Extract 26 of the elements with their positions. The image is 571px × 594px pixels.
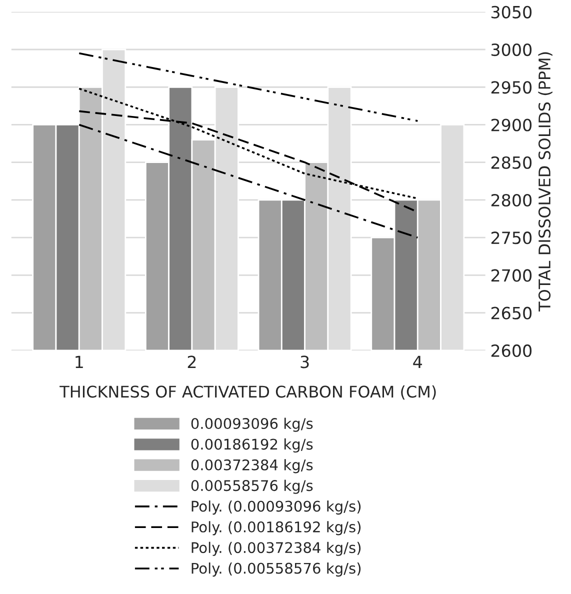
y-tick-label: 2900: [491, 118, 532, 132]
legend-label: 0.00372384 kg/s: [191, 459, 313, 474]
y-tick-label: 2750: [491, 232, 532, 244]
line-series: [78, 52, 419, 122]
y-tick-label: 2850: [491, 156, 532, 169]
y-tick-label: 3000: [491, 43, 532, 56]
x-tick-label: 2: [188, 356, 196, 368]
y-tick-label: 2600: [491, 344, 532, 358]
x-tick-label: 3: [300, 356, 309, 368]
x-tick-label: 1: [76, 356, 83, 368]
y-tick-label: 2650: [491, 306, 532, 320]
x-tick-label: 4: [413, 356, 422, 368]
legend-label: 0.00558576 kg/s: [191, 480, 313, 494]
y-tick-label: 2700: [491, 269, 532, 282]
legend-label: Poly. (0.00558576 kg/s): [192, 562, 361, 577]
legend-label: 0.00093096 kg/s: [191, 418, 313, 432]
y-axis-title: TOTAL DISSOLVED SOLIDS (PPM): [538, 52, 552, 312]
y-tick-label: 3050: [491, 6, 532, 18]
y-tick-label: 2800: [491, 194, 532, 207]
legend-label: Poly. (0.00372384 kg/s): [192, 542, 361, 556]
legend-label: Poly. (0.00093096 kg/s): [192, 500, 361, 515]
line-series: [78, 124, 419, 239]
legend-label: Poly. (0.00186192 kg/s): [192, 521, 361, 536]
x-axis-title: THICKNESS OF ACTIVATED CARBON FOAM (CM): [60, 385, 436, 400]
legend-label: 0.00186192 kg/s: [191, 438, 313, 453]
y-tick-label: 2950: [491, 81, 532, 94]
